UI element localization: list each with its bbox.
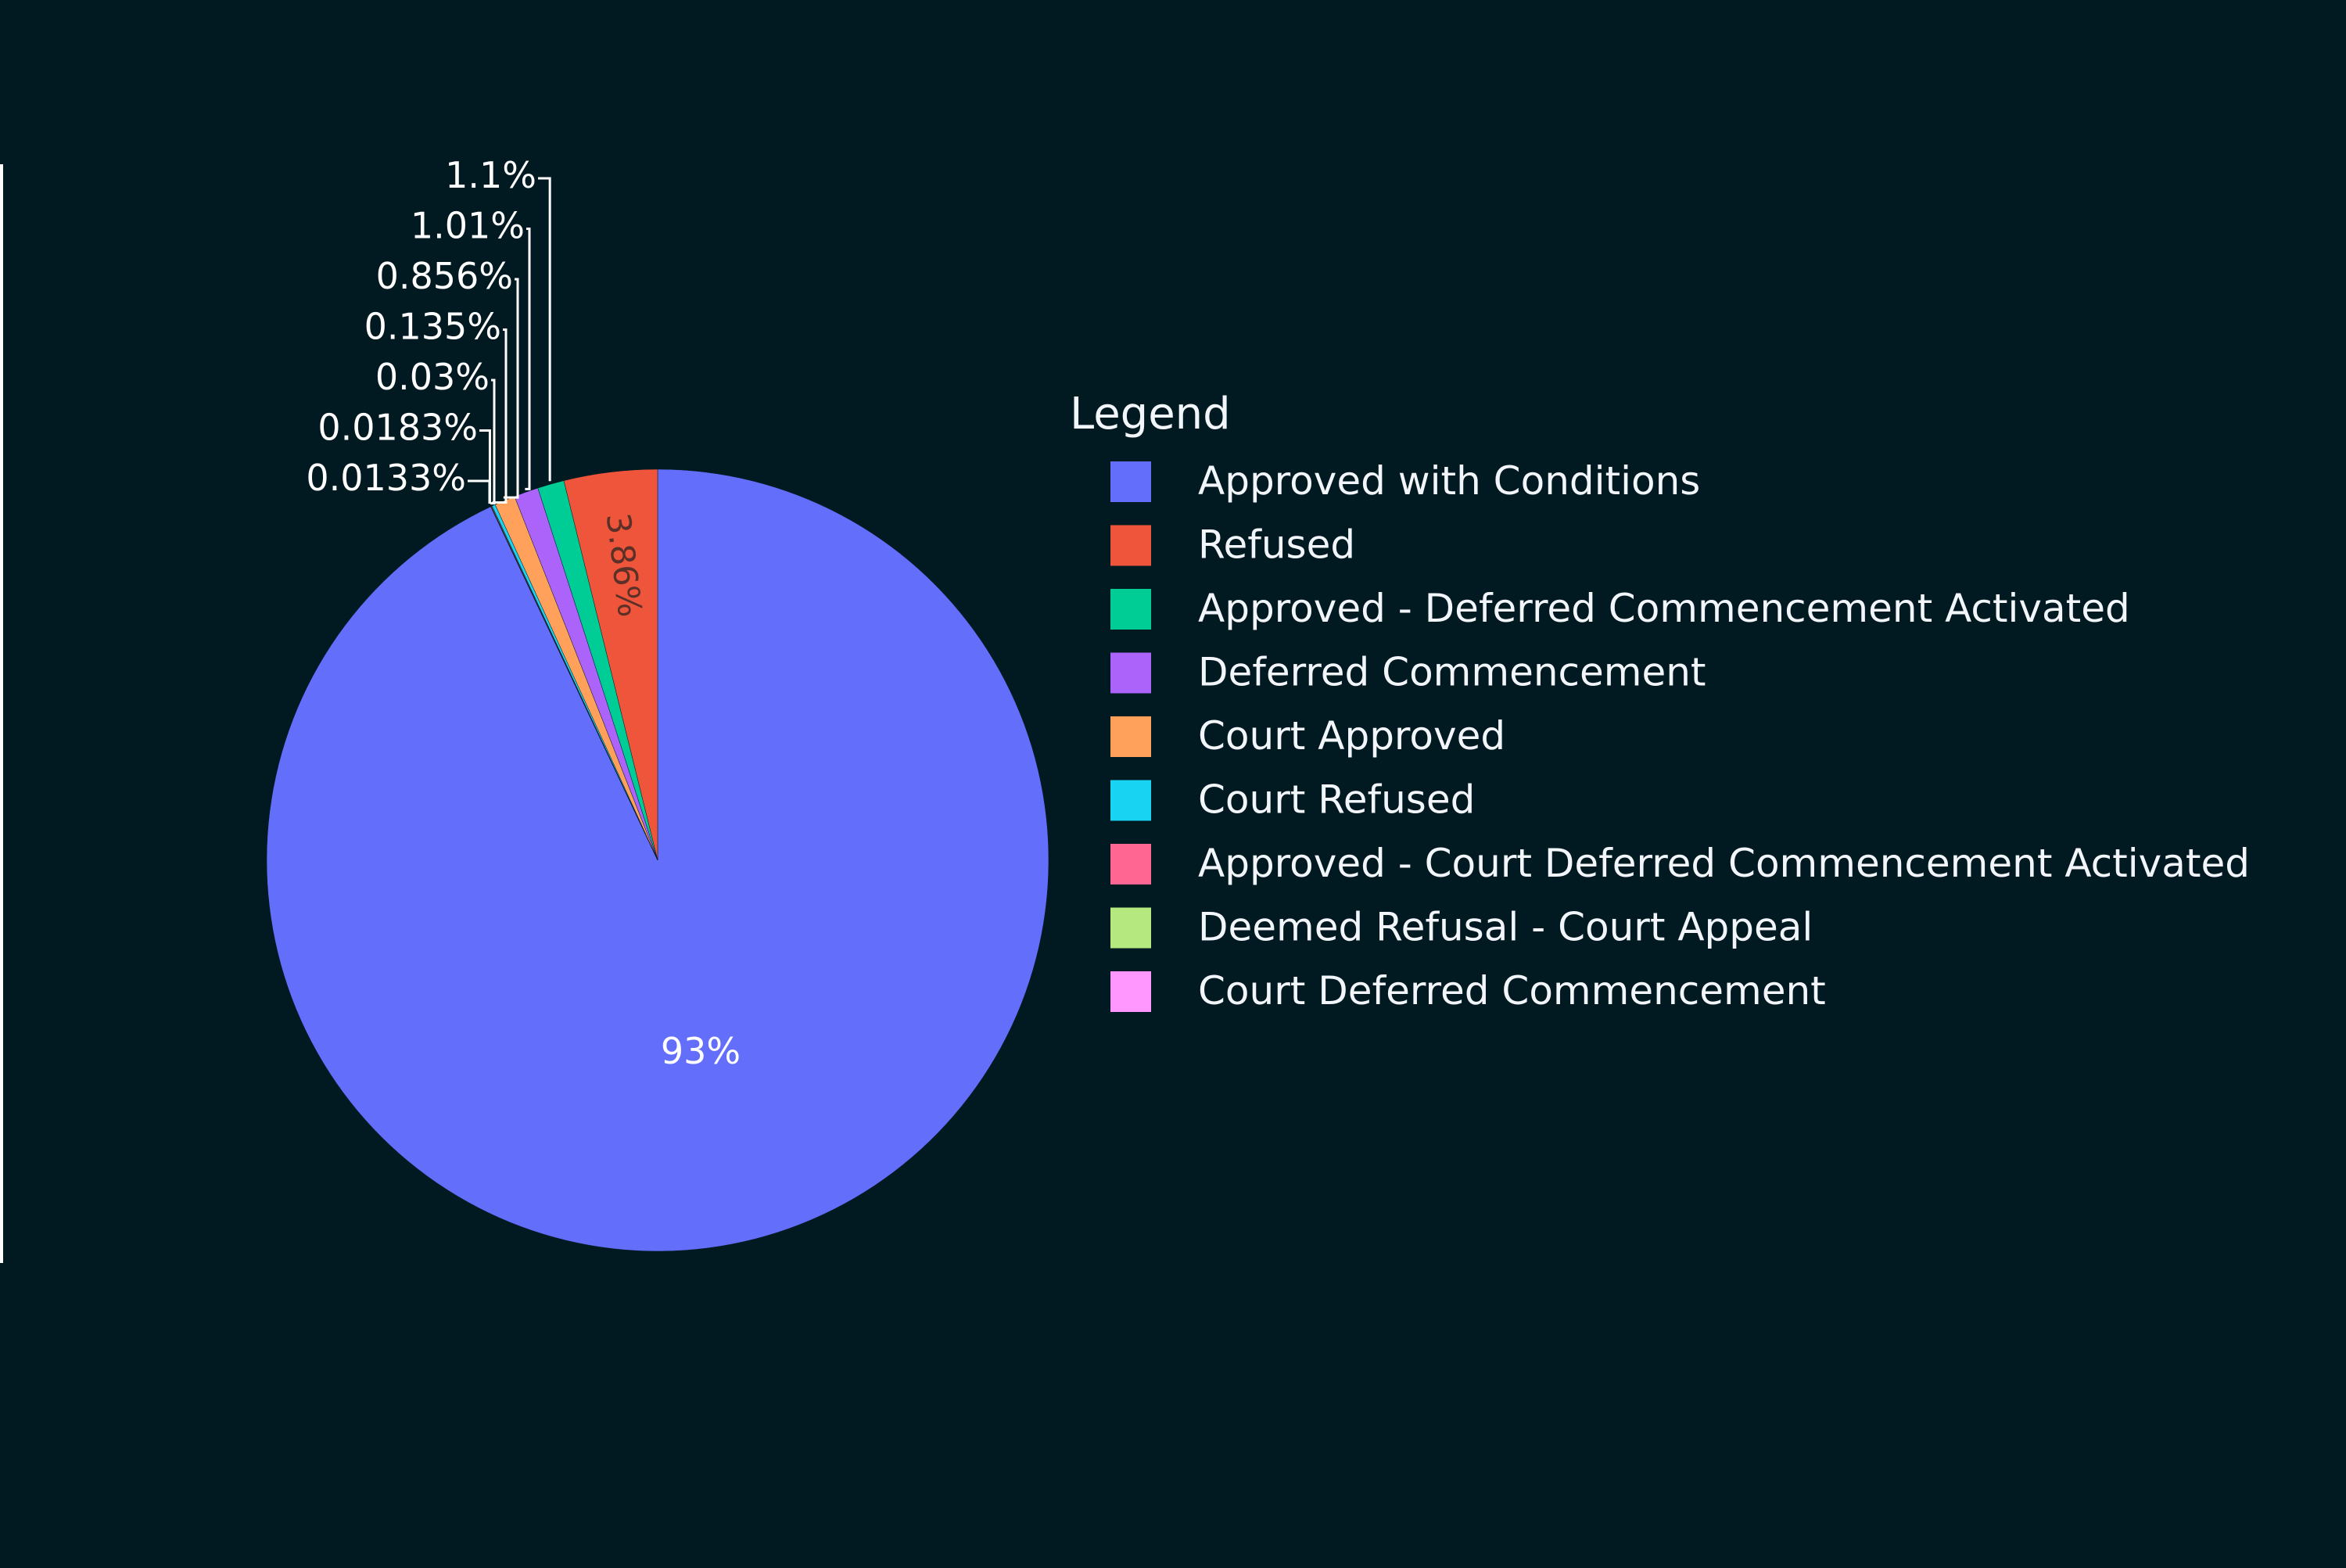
legend-label: Approved with Conditions (1198, 458, 1700, 504)
legend-item[interactable]: Refused (1110, 522, 1355, 568)
legend-label: Court Approved (1198, 713, 1505, 759)
legend-swatch (1110, 907, 1151, 949)
data-label: 0.03% (375, 356, 490, 398)
pie-slice (490, 506, 658, 861)
legend-swatch (1110, 652, 1151, 694)
legend-label: Deferred Commencement (1198, 650, 1706, 695)
data-label: 0.0183% (317, 407, 478, 449)
leader-line (525, 228, 531, 490)
leader-line (538, 177, 551, 482)
legend-label: Deemed Refusal - Court Appeal (1198, 905, 1813, 950)
legend-swatch (1110, 589, 1151, 630)
left-edge-line (0, 164, 3, 1263)
legend-item[interactable]: Approved - Deferred Commencement Activat… (1110, 586, 2130, 631)
legend-item[interactable]: Deemed Refusal - Court Appeal (1110, 905, 1813, 950)
leader-line (479, 429, 491, 504)
leader-line (490, 379, 496, 505)
data-label: 1.01% (411, 205, 525, 247)
legend-title: Legend (1070, 389, 1231, 440)
legend: Legend Approved with Conditions Refused Ap… (1070, 389, 2250, 1014)
legend-label: Court Deferred Commencement (1198, 968, 1826, 1014)
legend-label: Refused (1198, 522, 1355, 568)
data-label: 0.856% (376, 255, 513, 297)
leader-line (503, 278, 519, 499)
legend-item[interactable]: Court Refused (1110, 777, 1475, 823)
data-label: 0.0133% (306, 457, 466, 499)
legend-item[interactable]: Deferred Commencement (1110, 650, 1706, 695)
legend-label: Approved - Court Deferred Commencement A… (1198, 841, 2250, 886)
pie-slices (266, 468, 1049, 1252)
legend-item[interactable]: Approved with Conditions (1110, 458, 1700, 504)
legend-swatch (1110, 844, 1151, 884)
legend-swatch (1110, 525, 1151, 566)
legend-swatch (1110, 780, 1151, 821)
leader-line (468, 479, 491, 504)
legend-item[interactable]: Approved - Court Deferred Commencement A… (1110, 841, 2250, 886)
data-label: 0.135% (364, 306, 501, 348)
legend-label: Court Refused (1198, 777, 1475, 823)
legend-label: Approved - Deferred Commencement Activat… (1198, 586, 2130, 631)
legend-item[interactable]: Court Approved (1110, 713, 1505, 759)
legend-swatch (1110, 716, 1151, 757)
legend-item[interactable]: Court Deferred Commencement (1110, 968, 1826, 1014)
leader-line (492, 328, 508, 504)
data-label: 1.1% (445, 154, 536, 196)
legend-swatch (1110, 971, 1151, 1012)
legend-swatch (1110, 461, 1151, 502)
data-label: 93% (661, 1030, 741, 1072)
